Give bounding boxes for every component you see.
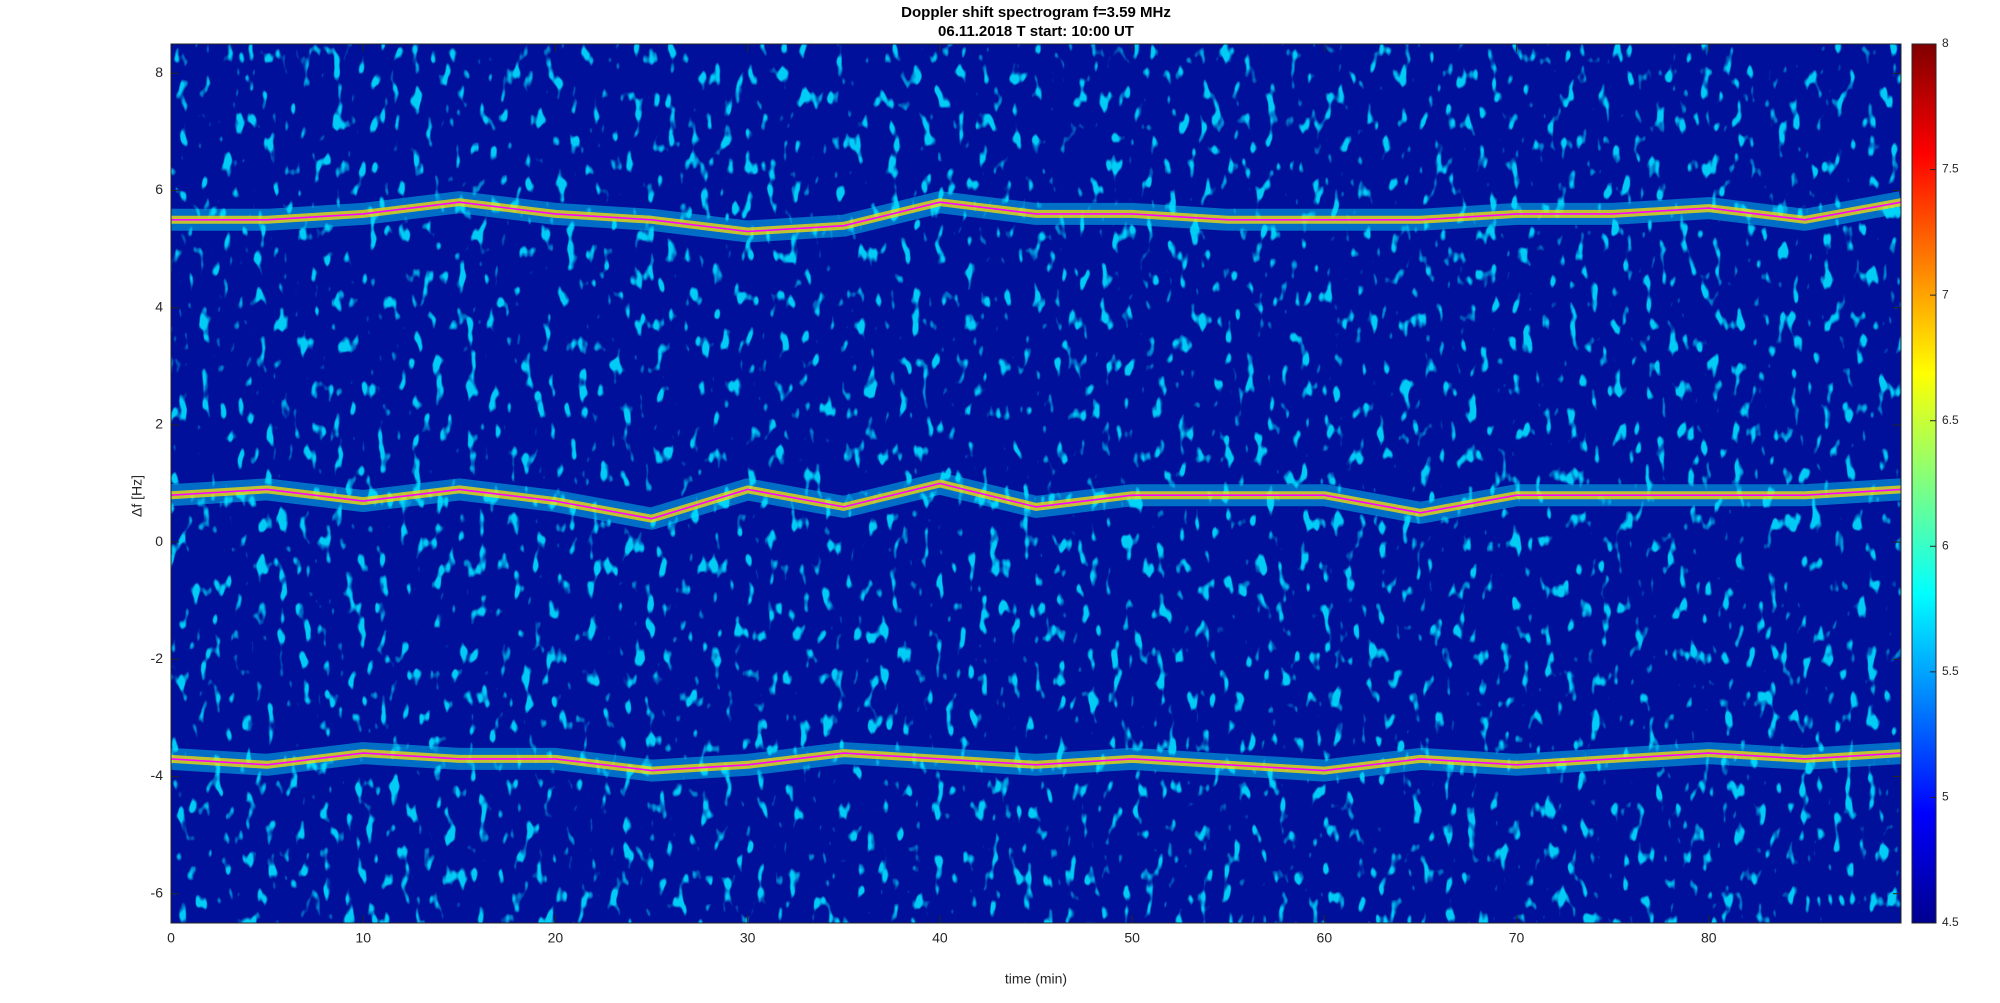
colorbar-tick-label: 6 xyxy=(1942,538,1949,552)
x-tick-label: 40 xyxy=(932,930,948,946)
x-tick-label: 50 xyxy=(1124,930,1140,946)
y-tick-label: 6 xyxy=(155,181,163,197)
y-axis-label: Δf [Hz] xyxy=(129,475,145,517)
x-tick-label: 0 xyxy=(167,930,175,946)
colorbar-tick-label: 6.5 xyxy=(1942,413,1959,427)
x-tick-label: 10 xyxy=(355,930,371,946)
spectral-noise xyxy=(171,44,1901,923)
colorbar-tick-label: 4.5 xyxy=(1942,915,1959,929)
trace-line xyxy=(171,201,1901,233)
colorbar-tick-label: 7 xyxy=(1942,287,1949,301)
x-tick-label: 20 xyxy=(548,930,564,946)
y-tick-label: 0 xyxy=(155,533,163,549)
x-tick-label: 80 xyxy=(1701,930,1717,946)
colorbar xyxy=(1911,43,1937,924)
trace-line xyxy=(171,482,1901,520)
x-tick-label: 70 xyxy=(1509,930,1525,946)
y-tick-label: -6 xyxy=(151,884,164,900)
colorbar-tick-label: 5.5 xyxy=(1942,664,1959,678)
y-tick-label: 2 xyxy=(155,416,163,432)
y-tick-label: -2 xyxy=(151,650,164,666)
y-tick-label: 8 xyxy=(155,64,163,80)
plot-frame xyxy=(170,43,1902,924)
chart-subtitle: 06.11.2018 T start: 10:00 UT xyxy=(938,23,1134,40)
x-tick-label: 30 xyxy=(740,930,756,946)
colorbar-tick-label: 5 xyxy=(1942,790,1949,804)
chart-title: Doppler shift spectrogram f=3.59 MHz xyxy=(901,4,1171,21)
traces xyxy=(171,191,1901,782)
x-tick-label: 60 xyxy=(1317,930,1333,946)
x-axis-label: time (min) xyxy=(1005,971,1067,987)
trace-line xyxy=(171,752,1901,772)
y-tick-label: -4 xyxy=(151,767,164,783)
y-tick-label: 4 xyxy=(155,298,163,314)
colorbar-tick-label: 7.5 xyxy=(1942,162,1959,176)
colorbar-tick-label: 8 xyxy=(1942,36,1949,50)
